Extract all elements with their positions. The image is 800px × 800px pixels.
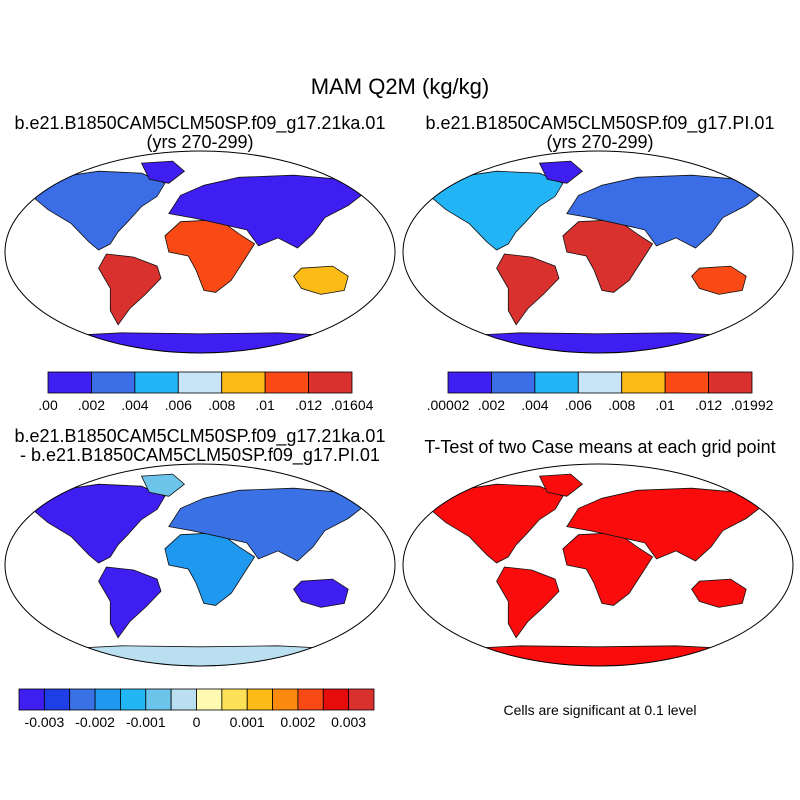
- colorbar-swatch: [47, 371, 92, 394]
- landmass-south-america: [98, 253, 162, 326]
- colorbar-tick-label: .002: [478, 397, 505, 413]
- colorbar-swatch: [447, 371, 492, 394]
- colorbar-swatch: [664, 371, 709, 394]
- colorbar-tick-label: .00: [38, 397, 58, 413]
- colorbar-swatch: [170, 688, 197, 711]
- panel-title-line: b.e21.B1850CAM5CLM50SP.f09_g17.PI.01: [425, 113, 775, 133]
- panel-title-top-right: b.e21.B1850CAM5CLM50SP.f09_g17.PI.01 (yr…: [400, 114, 800, 152]
- map-border: [4, 150, 396, 354]
- colorbar-swatch: [43, 688, 71, 711]
- colorbar-swatch: [145, 688, 172, 711]
- colorbar-top-left: .00 .002 .004 .006 .008 .01 .012 .01604: [38, 371, 374, 413]
- landmass-south-america: [496, 566, 560, 639]
- landmass-eurasia: [566, 487, 763, 562]
- landmass-greenland: [538, 160, 584, 184]
- colorbar-tick-label: .012: [295, 397, 322, 413]
- colorbar-swatch: [264, 371, 309, 394]
- colorbar-tick-label: 0.001: [230, 714, 265, 730]
- panel-subtitle-line: (yrs 270-299): [546, 132, 654, 152]
- significance-note: Cells are significant at 0.1 level: [503, 702, 697, 718]
- map-panel-bottom-right: [403, 464, 793, 666]
- landmass-africa: [164, 532, 256, 606]
- landmass-south-america: [98, 566, 162, 639]
- colorbar-swatch: [708, 371, 753, 394]
- landmass-eurasia: [566, 174, 763, 249]
- colorbar-tick-label: 0.002: [280, 714, 315, 730]
- colorbar-swatch: [18, 688, 45, 711]
- map-panel-bottom-left: [5, 464, 395, 666]
- colorbar-swatch: [534, 371, 579, 394]
- colorbar-tick-label: .01604: [331, 397, 374, 413]
- colorbar-tick-label: .01: [255, 397, 275, 413]
- landmass-eurasia: [168, 487, 365, 562]
- colorbar-tick-label: .006: [565, 397, 592, 413]
- colorbar-swatch: [69, 688, 96, 711]
- colorbar-tick-label: .004: [521, 397, 548, 413]
- panel-title-top-left: b.e21.B1850CAM5CLM50SP.f09_g17.21ka.01 (…: [0, 114, 400, 152]
- landmass-greenland: [140, 160, 186, 184]
- landmass-greenland: [140, 473, 186, 497]
- panel-subtitle-line: (yrs 270-299): [146, 132, 254, 152]
- landmass-eurasia: [168, 174, 365, 249]
- colorbar-swatch: [246, 688, 273, 711]
- colorbar-tick-label: 0: [193, 714, 201, 730]
- colorbar-tick-label: .008: [608, 397, 635, 413]
- colorbar-swatch: [91, 371, 136, 394]
- colorbar-swatch: [297, 688, 324, 711]
- colorbar-tick-label: .01992: [731, 397, 774, 413]
- colorbar-swatch: [308, 371, 353, 394]
- colorbar-tick-label: .006: [165, 397, 192, 413]
- colorbar-tick-label: 0.003: [331, 714, 366, 730]
- landmass-africa: [164, 219, 256, 293]
- colorbar-tick-label: .01: [655, 397, 675, 413]
- landmass-africa: [562, 532, 654, 606]
- colorbar-swatch: [221, 688, 248, 711]
- map-panel-top-left: [5, 151, 395, 353]
- colorbar-swatch: [322, 688, 350, 711]
- panel-title-bottom-right: T-Test of two Case means at each grid po…: [400, 438, 800, 457]
- panel-title-line: T-Test of two Case means at each grid po…: [424, 437, 776, 457]
- colorbar-tick-label: -0.001: [126, 714, 166, 730]
- map-border: [402, 463, 794, 667]
- colorbar-tick-label: .012: [695, 397, 722, 413]
- landmass-greenland: [538, 473, 584, 497]
- colorbar-swatch: [120, 688, 147, 711]
- panel-title-line: b.e21.B1850CAM5CLM50SP.f09_g17.21ka.01: [14, 426, 386, 446]
- landmass-australia: [293, 578, 349, 608]
- colorbar-top-right: .00002 .002 .004 .006 .008 .01 .012 .01992: [427, 371, 774, 413]
- colorbar-swatch: [134, 371, 179, 394]
- landmass-africa: [562, 219, 654, 293]
- colorbar-swatch: [94, 688, 121, 711]
- map-panel-top-right: [403, 151, 793, 353]
- map-border: [402, 150, 794, 354]
- panel-title-bottom-left: b.e21.B1850CAM5CLM50SP.f09_g17.21ka.01 -…: [0, 427, 400, 465]
- landmass-south-america: [496, 253, 560, 326]
- colorbar-tick-label: .00002: [427, 397, 470, 413]
- colorbar-swatch: [196, 688, 223, 711]
- colorbar-tick-label: -0.002: [75, 714, 115, 730]
- colorbar-tick-label: .008: [208, 397, 235, 413]
- colorbar-swatch: [491, 371, 536, 394]
- colorbar-tick-label: -0.003: [25, 714, 65, 730]
- colorbar-swatch: [221, 371, 266, 394]
- figure-title: MAM Q2M (kg/kg): [310, 74, 490, 99]
- colorbar-swatch: [577, 371, 623, 394]
- landmass-australia: [293, 265, 349, 295]
- colorbar-tick-label: .002: [78, 397, 105, 413]
- colorbar-bottom-left: -0.003 -0.002 -0.001 0 0.001 0.002 0.003: [18, 688, 375, 730]
- map-border: [4, 463, 396, 667]
- colorbar-swatch: [621, 371, 666, 394]
- panel-subtitle-line: - b.e21.B1850CAM5CLM50SP.f09_g17.PI.01: [20, 445, 380, 465]
- colorbar-swatch: [348, 688, 375, 711]
- colorbar-swatch: [177, 371, 223, 394]
- panel-title-line: b.e21.B1850CAM5CLM50SP.f09_g17.21ka.01: [14, 113, 386, 133]
- colorbar-swatch: [272, 688, 299, 711]
- landmass-australia: [691, 578, 747, 608]
- colorbar-tick-label: .004: [121, 397, 148, 413]
- landmass-australia: [691, 265, 747, 295]
